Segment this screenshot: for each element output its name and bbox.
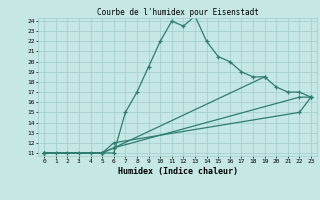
X-axis label: Humidex (Indice chaleur): Humidex (Indice chaleur)	[118, 167, 238, 176]
Title: Courbe de l'humidex pour Eisenstadt: Courbe de l'humidex pour Eisenstadt	[97, 8, 259, 17]
